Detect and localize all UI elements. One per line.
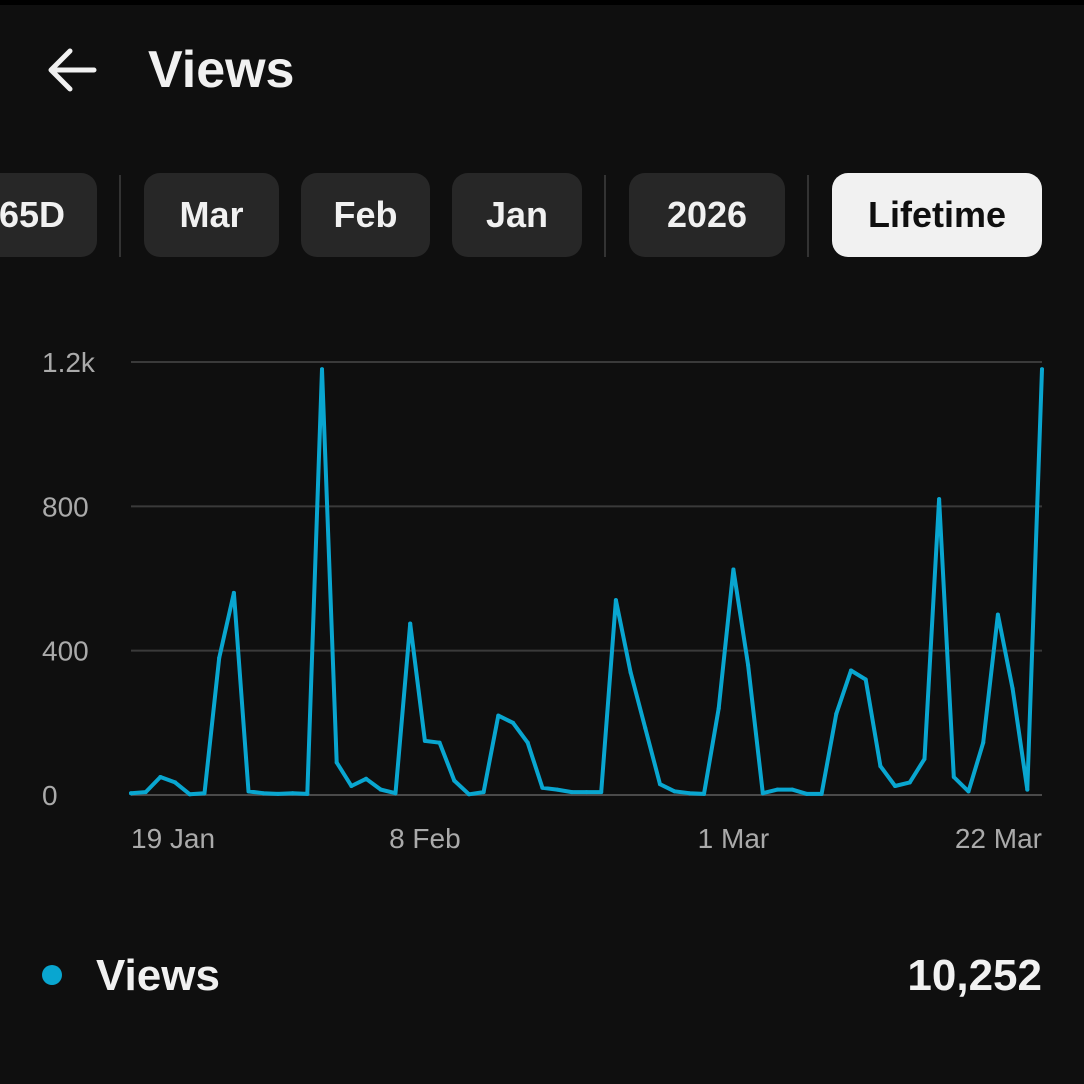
chip-label: 2026: [666, 194, 748, 235]
chip-label: 365D: [0, 194, 65, 235]
chip-feb[interactable]: Feb: [301, 173, 430, 257]
views-data-point: [951, 774, 956, 779]
views-data-point: [261, 791, 266, 796]
views-data-point: [246, 789, 251, 794]
views-data-point: [511, 720, 516, 725]
views-data-point: [496, 713, 501, 718]
views-data-point: [995, 612, 1000, 617]
views-data-point: [584, 790, 589, 795]
chip-2026[interactable]: 2026: [629, 173, 785, 257]
x-tick-label: 19 Jan: [131, 823, 215, 854]
views-data-point: [408, 621, 413, 626]
total-views-value: 10,252: [907, 951, 1042, 1000]
chip-divider: [604, 175, 606, 257]
chip-divider: [807, 175, 809, 257]
x-tick-label: 8 Feb: [389, 823, 461, 854]
views-data-point: [555, 787, 560, 792]
views-data-point: [775, 787, 780, 792]
views-data-point: [702, 791, 707, 796]
legend-label: Views: [96, 951, 220, 1000]
views-data-point: [437, 740, 442, 745]
chip-jan[interactable]: Jan: [452, 173, 582, 257]
app-header: Views: [0, 22, 1084, 118]
views-data-point: [129, 791, 133, 796]
page-title: Views: [148, 41, 295, 99]
views-data-point: [878, 764, 883, 769]
x-tick-label: 22 Mar: [955, 823, 1042, 854]
y-tick-label: 1.2k: [42, 347, 96, 378]
views-line-chart: 0 400 800 1.2k 19 Jan 8 Feb 1 Mar 22 Mar: [42, 347, 1044, 854]
views-data-point: [569, 790, 574, 795]
views-data-point: [466, 792, 471, 797]
chip-divider: [119, 175, 121, 257]
views-series-line: [129, 367, 1044, 797]
views-data-point: [378, 787, 383, 792]
views-data-point: [599, 790, 604, 795]
views-data-point: [393, 791, 398, 796]
views-data-point: [672, 789, 677, 794]
views-data-point: [1040, 367, 1044, 372]
views-data-point: [290, 791, 295, 796]
y-tick-label: 800: [42, 491, 89, 522]
views-data-point: [202, 791, 207, 796]
views-data-point: [173, 780, 178, 785]
views-data-point: [320, 367, 325, 372]
views-data-point: [922, 756, 927, 761]
period-filter-chips: 365D Mar Feb Jan 2026 Lifetime: [0, 173, 1084, 257]
views-data-point: [143, 790, 148, 795]
views-data-point: [1010, 686, 1015, 691]
status-bar-strip: [0, 0, 1084, 5]
views-data-point: [863, 677, 868, 682]
chip-lifetime[interactable]: Lifetime: [832, 173, 1042, 257]
y-tick-label: 400: [42, 636, 89, 667]
views-data-point: [760, 791, 765, 796]
views-data-point: [628, 670, 633, 675]
views-data-point: [334, 760, 339, 765]
chart-legend: Views 10,252: [0, 940, 1084, 1012]
back-button[interactable]: [34, 34, 110, 106]
views-data-point: [790, 787, 795, 792]
views-data-point: [481, 790, 486, 795]
views-data-point: [907, 780, 912, 785]
views-data-point: [804, 791, 809, 796]
arrow-left-icon: [48, 48, 97, 92]
views-data-point: [452, 778, 457, 783]
views-data-point: [819, 791, 824, 796]
views-data-point: [231, 590, 236, 595]
chip-label: Jan: [485, 194, 549, 235]
y-tick-label: 0: [42, 780, 58, 811]
chip-365d[interactable]: 365D: [0, 173, 97, 257]
views-data-point: [731, 567, 736, 572]
views-data-point: [540, 785, 545, 790]
views-data-point: [525, 740, 530, 745]
views-data-point: [422, 738, 427, 743]
views-data-point: [158, 774, 163, 779]
views-data-point: [217, 655, 222, 660]
views-data-point: [275, 791, 280, 796]
views-data-point: [716, 706, 721, 711]
views-data-point: [966, 789, 971, 794]
chip-label: Feb: [333, 194, 398, 235]
views-data-point: [746, 663, 751, 668]
views-data-point: [349, 783, 354, 788]
views-data-point: [1025, 787, 1030, 792]
views-data-point: [187, 792, 192, 797]
chip-mar[interactable]: Mar: [144, 173, 279, 257]
views-data-point: [613, 598, 618, 603]
views-data-point: [834, 711, 839, 716]
views-data-point: [657, 782, 662, 787]
chip-label: Mar: [179, 194, 244, 235]
views-data-point: [364, 776, 369, 781]
views-data-point: [981, 740, 986, 745]
views-data-point: [643, 726, 648, 731]
x-tick-label: 1 Mar: [698, 823, 770, 854]
views-data-point: [305, 791, 310, 796]
chip-label: Lifetime: [867, 194, 1007, 235]
views-data-point: [893, 783, 898, 788]
views-data-point: [848, 668, 853, 673]
views-data-point: [937, 497, 942, 502]
legend-dot: [42, 965, 62, 985]
views-data-point: [687, 791, 692, 796]
